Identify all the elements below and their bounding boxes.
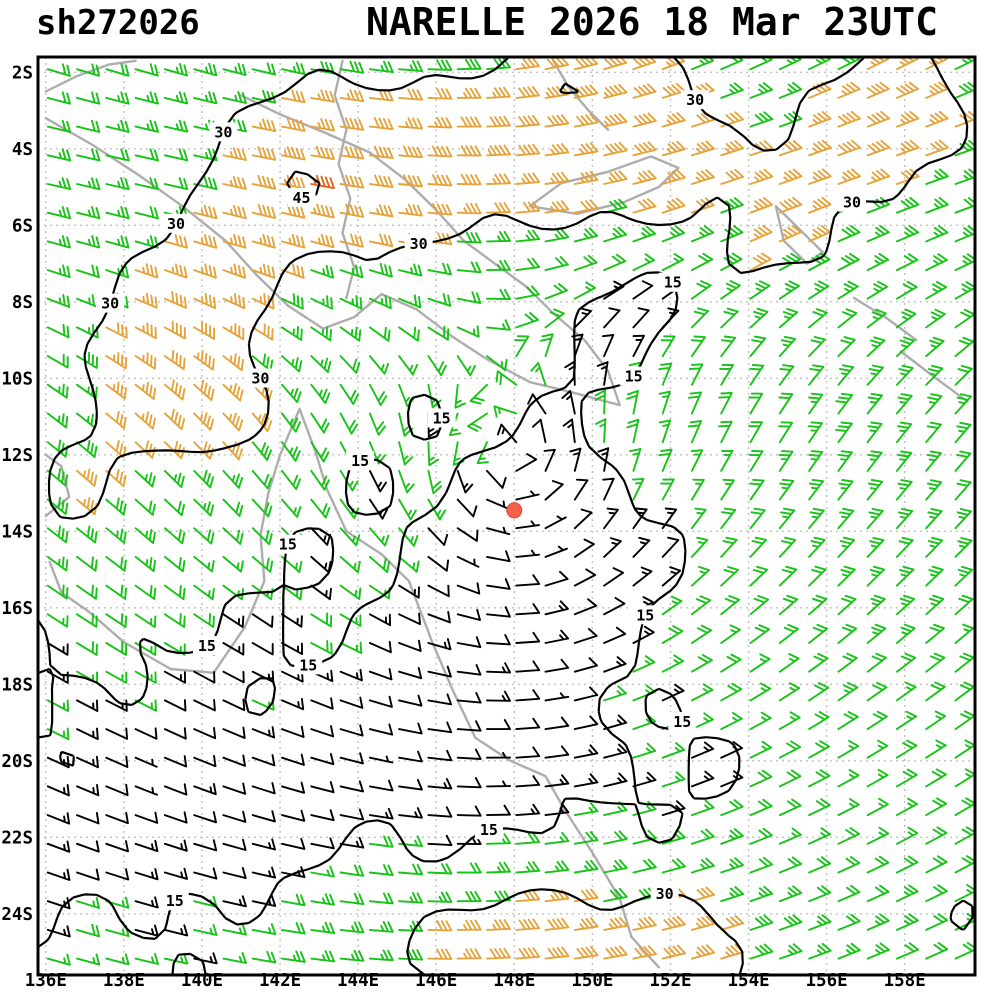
- contour-label-box: [209, 122, 238, 142]
- y-tick-label: 10S: [1, 369, 33, 389]
- contour-label-box: [273, 534, 302, 554]
- y-tick-label: 22S: [1, 828, 33, 848]
- contour-label-text: 30: [656, 885, 674, 903]
- y-tick-label: 12S: [1, 446, 33, 466]
- y-tick-label: 14S: [1, 522, 33, 542]
- chart-title: NARELLE 2026 18 Mar 23UTC: [366, 0, 938, 44]
- contour-label-text: 15: [351, 452, 369, 470]
- contour-label-box: [474, 820, 503, 840]
- contour-label-text: 15: [299, 656, 317, 674]
- contour-label-text: 30: [167, 215, 185, 233]
- contour-label-text: 15: [636, 606, 654, 624]
- contour-label-text: 15: [433, 409, 451, 427]
- coastlines: [44, 59, 969, 969]
- plot-area: 15 15 15 15 15 15 15 15 15 15 15 30 30 30 30 30 30 30 30 45: [38, 57, 975, 975]
- contour-label-text: 30: [101, 295, 119, 313]
- contour-label-text: 30: [843, 194, 861, 212]
- contour-label-box: [619, 366, 648, 386]
- x-tick-label: 156E: [806, 971, 848, 989]
- contour-label-text: 45: [293, 189, 311, 207]
- y-tick-label: 2S: [12, 63, 33, 83]
- contour-label-text: 15: [166, 892, 184, 910]
- x-tick-label: 158E: [884, 971, 926, 989]
- isotach-contours: [38, 57, 974, 975]
- contour-label-text: 15: [480, 821, 498, 839]
- contour-label-box: [404, 234, 433, 254]
- x-axis-labels: 136E 138E 140E 142E 144E 146E 148E 150E 152E 154E…: [25, 971, 926, 991]
- y-tick-label: 20S: [1, 752, 33, 772]
- x-tick-label: 146E: [415, 971, 457, 989]
- contour-label-box: [192, 635, 221, 655]
- x-tick-label: 154E: [728, 971, 770, 989]
- x-tick-label: 142E: [259, 971, 301, 989]
- y-tick-label: 8S: [12, 293, 33, 313]
- contour-label-box: [287, 187, 316, 207]
- y-tick-label: 18S: [1, 675, 33, 695]
- contour-label-box: [294, 655, 323, 675]
- contour-labels: 15 15 15 15 15 15 15 15 15 15 15 30 30 30 30 30 30 30 30 45: [96, 90, 867, 911]
- x-tick-label: 148E: [493, 971, 535, 989]
- contour-label-box: [96, 293, 125, 313]
- wind-barbs: [46, 57, 975, 966]
- y-tick-label: 4S: [12, 140, 33, 160]
- contour-label-text: 15: [625, 368, 643, 386]
- contour-label-text: 30: [410, 235, 428, 253]
- x-tick-label: 138E: [103, 971, 145, 989]
- x-tick-label: 150E: [571, 971, 613, 989]
- storm-center-marker: [506, 502, 523, 519]
- storm-id-label: sh272026: [36, 3, 200, 43]
- contour-label-box: [681, 90, 710, 110]
- isotach-contour-15: [38, 271, 974, 975]
- contour-label-box: [668, 711, 697, 731]
- x-tick-label: 152E: [649, 971, 691, 989]
- contour-label-box: [838, 192, 867, 212]
- map-frame: [36, 55, 977, 977]
- contour-label-box: [631, 605, 660, 625]
- contour-label-box: [427, 408, 456, 428]
- contour-label-text: 15: [198, 637, 216, 655]
- contour-label-text: 15: [664, 274, 682, 292]
- contour-label-text: 30: [686, 91, 704, 109]
- x-tick-label: 144E: [337, 971, 379, 989]
- contour-label-box: [162, 213, 191, 233]
- y-tick-label: 24S: [1, 905, 33, 925]
- contour-label-box: [658, 272, 687, 292]
- contour-label-text: 30: [214, 123, 232, 141]
- contour-label-box: [650, 884, 679, 904]
- x-tick-label: 140E: [181, 971, 223, 989]
- y-tick-label: 16S: [1, 599, 33, 619]
- title-bar: sh272026 NARELLE 2026 18 Mar 23UTC: [0, 0, 986, 54]
- contour-label-text: 30: [251, 369, 269, 387]
- x-tick-label: 136E: [25, 971, 67, 989]
- y-axis-labels: 2S 4S 6S 8S 10S 12S 14S 16S 18S 20S 22S 24S: [1, 63, 33, 925]
- contour-label-box: [246, 368, 275, 388]
- contour-label-text: 15: [673, 713, 691, 731]
- y-tick-label: 6S: [12, 216, 33, 236]
- contour-label-box: [160, 891, 189, 911]
- isotach-contour-30: [47, 57, 969, 975]
- contour-label-box: [346, 451, 375, 471]
- contour-label-text: 15: [279, 536, 297, 554]
